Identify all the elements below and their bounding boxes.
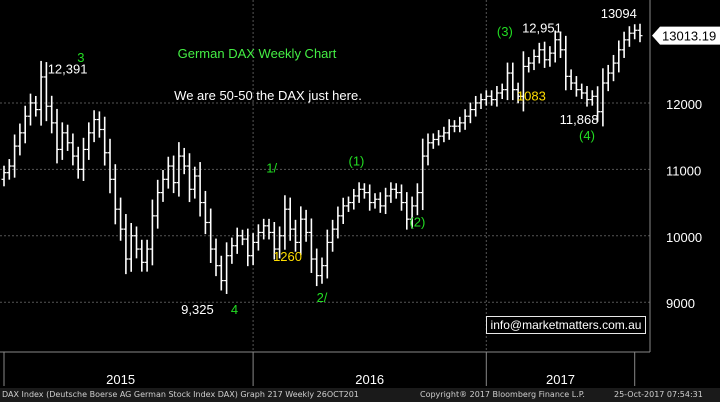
annotation-label: 9,325 [181,302,214,317]
y-tick-label: 11000 [666,163,701,178]
annotation-label: 1260 [273,249,302,264]
annotation-label: (4) [579,128,595,143]
chart-title: German DAX Weekly Chart [178,46,337,61]
annotation-label: 4 [231,302,238,317]
email-box: info@marketmatters.com.au [486,316,646,334]
y-tick-label: 9000 [666,296,695,311]
annotation-label: 1083 [517,88,546,103]
last-price-box [652,26,720,45]
chart-footer: DAX Index (Deutsche Boerse AG German Sto… [0,388,720,402]
annotation-label: (2) [409,214,425,229]
annotation-label: 1/ [266,161,277,176]
annotation-label: (3) [497,24,513,39]
last-price-label: 13013.19 [662,29,716,44]
annotation-label: 3 [77,50,84,65]
footer-timestamp: 25-Oct-2017 07:54:31 [614,390,703,399]
x-tick-label: 2016 [355,372,384,387]
annotation-label: (1) [349,153,365,168]
footer-copyright: Copyright® 2017 Bloomberg Finance L.P. [420,390,585,399]
y-tick-label: 10000 [666,230,702,245]
annotation-label: 12,391 [48,62,88,77]
chart-subtitle: We are 50-50 the DAX just here. [174,88,362,103]
annotation-label: 12,951 [522,21,562,36]
y-tick-label: 12000 [666,97,702,112]
annotation-label: 2/ [317,290,328,305]
x-tick-label: 2015 [106,372,135,387]
annotation-label: 13094 [601,6,637,21]
x-tick-label: 2017 [546,372,575,387]
footer-left-text: DAX Index (Deutsche Boerse AG German Sto… [2,390,359,399]
annotation-label: 11,868 [560,112,599,127]
